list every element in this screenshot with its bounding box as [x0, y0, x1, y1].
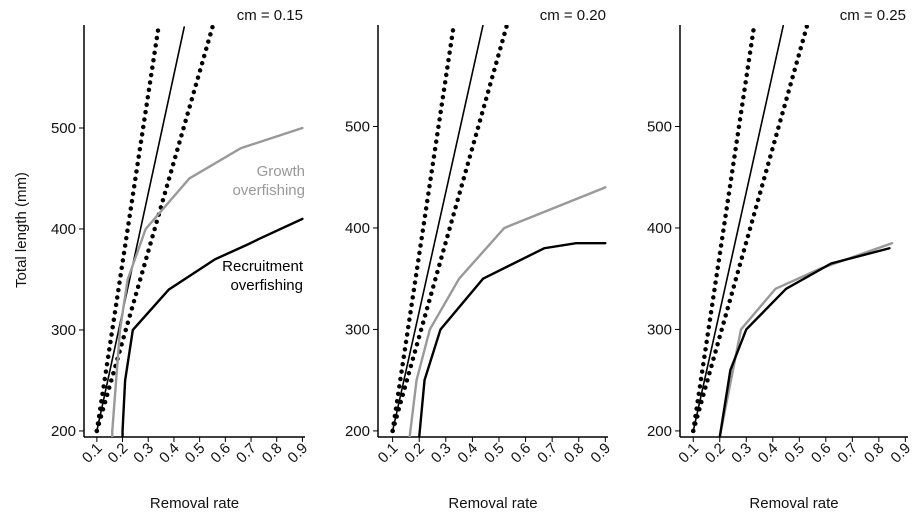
panel-title: cm = 0.15 [237, 7, 303, 24]
x-tick-label: 0.7 [834, 440, 861, 467]
y-tick-label: 300 [647, 321, 672, 338]
dotted-line [94, 25, 161, 434]
line [408, 186, 607, 437]
x-tick-label: 0.7 [534, 440, 561, 467]
x-tick-label: 0.5 [781, 440, 808, 467]
dotted-line [691, 25, 810, 434]
x-tick-label: 0.5 [182, 440, 209, 467]
y-tick-label: 200 [51, 423, 76, 440]
y-tick-label: 200 [345, 423, 370, 440]
curve-label: Recruitment overfishing [222, 258, 303, 294]
x-tick-label: 0.8 [259, 440, 286, 467]
y-tick-label: 300 [51, 322, 76, 339]
line [391, 25, 484, 432]
line [121, 217, 304, 437]
x-tick-label: 0.6 [808, 440, 835, 467]
x-tick-label: 0.4 [755, 440, 782, 467]
x-tick-label: 0.3 [428, 440, 455, 467]
y-tick-label: 400 [51, 221, 76, 238]
x-axis-label: Removal rate [749, 495, 838, 512]
x-axis-label: Removal rate [150, 495, 239, 512]
x-tick-label: 0.1 [675, 440, 702, 467]
y-tick-label: 500 [345, 118, 370, 135]
panel-title: cm = 0.25 [840, 7, 906, 24]
line [718, 247, 891, 437]
lines [94, 25, 304, 437]
line [111, 126, 304, 437]
line [96, 26, 186, 432]
x-tick-label: 0.3 [728, 440, 755, 467]
lines [691, 25, 894, 437]
y-tick-label: 500 [647, 118, 672, 135]
panel-title: cm = 0.20 [540, 7, 606, 24]
x-tick-label: 0.1 [79, 440, 106, 467]
x-tick-label: 0.5 [481, 440, 508, 467]
y-tick-label: 200 [647, 423, 672, 440]
x-axis-label: Removal rate [448, 495, 537, 512]
x-tick-label: 0.8 [561, 440, 588, 467]
x-tick-label: 0.9 [587, 440, 614, 467]
x-tick-label: 0.6 [508, 440, 535, 467]
y-tick-label: 400 [647, 220, 672, 237]
x-tick-label: 0.8 [861, 440, 888, 467]
x-tick-label: 0.4 [156, 440, 183, 467]
x-tick-label: 0.9 [887, 440, 912, 467]
x-tick-label: 0.3 [130, 440, 157, 467]
line [692, 25, 785, 432]
x-tick-label: 0.1 [375, 440, 402, 467]
dotted-line [390, 25, 510, 434]
x-tick-label: 0.9 [284, 440, 311, 467]
x-tick-label: 0.7 [233, 440, 260, 467]
curve-label: Growth overfishing [232, 163, 305, 199]
y-tick-label: 300 [345, 321, 370, 338]
line [718, 241, 894, 437]
dotted-line [691, 25, 757, 434]
line [418, 241, 607, 437]
x-tick-label: 0.2 [702, 440, 729, 467]
lines [390, 25, 607, 437]
dotted-line [94, 25, 215, 434]
y-tick-label: 400 [345, 220, 370, 237]
y-axis-label: Total length (mm) [13, 172, 30, 288]
x-tick-label: 0.2 [401, 440, 428, 467]
x-tick-label: 0.6 [207, 440, 234, 467]
y-tick-label: 500 [51, 120, 76, 137]
x-tick-label: 0.4 [454, 440, 481, 467]
x-tick-label: 0.2 [105, 440, 132, 467]
dotted-line [390, 25, 457, 434]
